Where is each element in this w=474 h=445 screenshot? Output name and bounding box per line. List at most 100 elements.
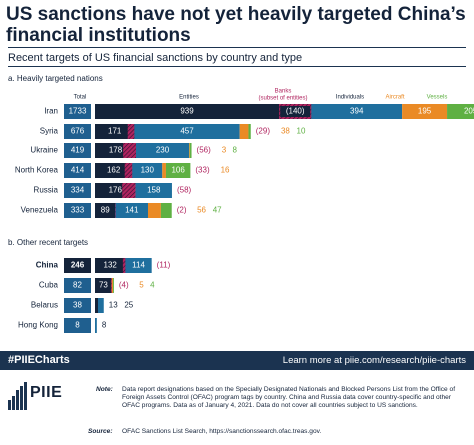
total-value-venezuela: 333 (71, 206, 85, 215)
outside-label-individuals-belarus: 25 (124, 301, 133, 310)
bar-aircraft-iran (402, 104, 448, 119)
country-label-china: China (36, 261, 59, 270)
total-box-cuba (64, 278, 91, 293)
outside-label-aircraft-venezuela: 56 (197, 206, 206, 215)
total-value-hong-kong: 8 (75, 321, 80, 330)
country-label-belarus: Belarus (31, 301, 58, 310)
total-box-china (64, 258, 91, 273)
hashtag: #PIIECharts (8, 354, 70, 366)
bar-entities-syria (95, 124, 135, 139)
section-a-label: a. Heavily targeted nations (8, 74, 103, 83)
outside-label-vessels-cuba: 4 (150, 281, 155, 290)
total-header: Total (74, 95, 87, 101)
total-box-venezuela (64, 203, 91, 218)
total-box-syria (64, 124, 91, 139)
country-label-syria: Syria (40, 127, 59, 136)
outside-label-vessels-syria: 10 (297, 127, 306, 136)
note-text: Data report designations based on the Sp… (122, 386, 456, 409)
bar-aircraft-ukraine (189, 143, 190, 158)
total-value-syria: 676 (71, 127, 85, 136)
bar-label-individuals-ukraine: 230 (156, 146, 170, 155)
country-label-hong-kong: Hong Kong (18, 321, 58, 330)
note-label: Note: (96, 386, 113, 393)
legend-aircraft: Aircraft (385, 95, 404, 101)
total-box-iran (64, 104, 91, 119)
subtitle-rule (8, 66, 466, 67)
bar-entities-iran (95, 104, 312, 119)
bar-label-individuals-russia: 158 (147, 186, 161, 195)
bar-aircraft-syria (239, 124, 249, 139)
country-label-north-korea: North Korea (15, 166, 59, 175)
bar-label-entities-north-korea: 162 (107, 166, 121, 175)
bar-label-entities-venezuela: 89 (101, 206, 110, 215)
bar-entities-venezuela (95, 203, 116, 218)
bar-label-individuals-iran: 394 (350, 107, 364, 116)
total-box-hong-kong (64, 318, 91, 333)
outside-label-banks-cuba: (4) (119, 281, 129, 290)
bar-label-entities-russia: 176 (109, 186, 123, 195)
total-value-china: 246 (71, 261, 85, 270)
bar-label-aircraft-iran: 195 (418, 107, 432, 116)
total-box-ukraine (64, 143, 91, 158)
outside-label-banks-north-korea: (33) (195, 166, 210, 175)
bar-label-banks-iran: (140) (286, 107, 305, 116)
bar-individuals-belarus (97, 298, 104, 313)
sanctions-chart: Total Entities Banks(subset of entities) In… (15, 89, 474, 333)
total-value-belarus: 38 (73, 301, 82, 310)
total-value-iran: 1733 (69, 107, 87, 116)
outside-label-banks-china: (11) (157, 261, 171, 270)
source-text: OFAC Sanctions List Search, https://sanc… (122, 428, 322, 435)
bar-label-entities-syria: 171 (108, 127, 122, 136)
outside-label-vessels-ukraine: 8 (233, 146, 238, 155)
bar-entities-china (95, 258, 126, 273)
bar-label-vessels-iran: 205 (464, 107, 474, 116)
outside-label-banks-venezuela: (2) (177, 206, 187, 215)
bar-individuals-iran (311, 104, 403, 119)
outside-label-vessels-venezuela: 47 (213, 206, 222, 215)
bar-aircraft-venezuela (147, 203, 161, 218)
bar-label-vessels-north-korea: 106 (171, 166, 185, 175)
outside-label-aircraft-ukraine: 3 (222, 146, 227, 155)
legend-individuals: Individuals (336, 95, 364, 101)
bar-vessels-venezuela (160, 203, 172, 218)
outside-label-banks-russia: (58) (177, 186, 192, 195)
total-box-north-korea (64, 163, 91, 178)
bar-banks-ukraine (123, 143, 137, 158)
bar-label-individuals-syria: 457 (180, 127, 194, 136)
logo-text: PIIE (30, 384, 63, 401)
title-rule (8, 47, 466, 48)
bar-vessels-north-korea (165, 163, 191, 178)
bar-entities-cuba (95, 278, 112, 293)
bar-vessels-ukraine (189, 143, 192, 158)
bar-individuals-syria (134, 124, 240, 139)
bar-individuals-china (125, 258, 152, 273)
bar-banks-russia (122, 183, 136, 198)
footer-band (0, 351, 474, 370)
country-label-russia: Russia (34, 186, 59, 195)
country-label-ukraine: Ukraine (30, 146, 58, 155)
learn-more-link[interactable]: Learn more at piie.com/research/piie-cha… (282, 355, 466, 366)
bar-label-entities-ukraine: 178 (109, 146, 123, 155)
total-value-cuba: 82 (73, 281, 82, 290)
bar-aircraft-north-korea (162, 163, 166, 178)
total-value-russia: 334 (71, 186, 85, 195)
total-box-belarus (64, 298, 91, 313)
outside-label-entities-belarus: 13 (109, 301, 118, 310)
chart-title: US sanctions have not yet heavily target… (6, 4, 466, 46)
bar-label-individuals-north-korea: 130 (141, 166, 155, 175)
bar-individuals-hong-kong (95, 318, 97, 333)
bar-individuals-north-korea (132, 163, 163, 178)
section-b-label: b. Other recent targets (8, 238, 89, 247)
legend-entities: Entities (179, 95, 199, 101)
bar-entities-belarus (95, 298, 98, 313)
outside-label-aircraft-north-korea: 16 (221, 166, 230, 175)
total-value-ukraine: 419 (71, 146, 85, 155)
legend-banks-note: (subset of entities) (258, 96, 307, 102)
outside-label-individuals-hong-kong: 8 (102, 321, 107, 330)
bar-aircraft-cuba (111, 278, 113, 293)
bar-individuals-venezuela (115, 203, 148, 218)
bar-label-entities-cuba: 73 (99, 281, 108, 290)
bar-banks-syria (127, 124, 135, 139)
bar-vessels-cuba (112, 278, 114, 293)
outside-label-banks-ukraine: (56) (197, 146, 212, 155)
